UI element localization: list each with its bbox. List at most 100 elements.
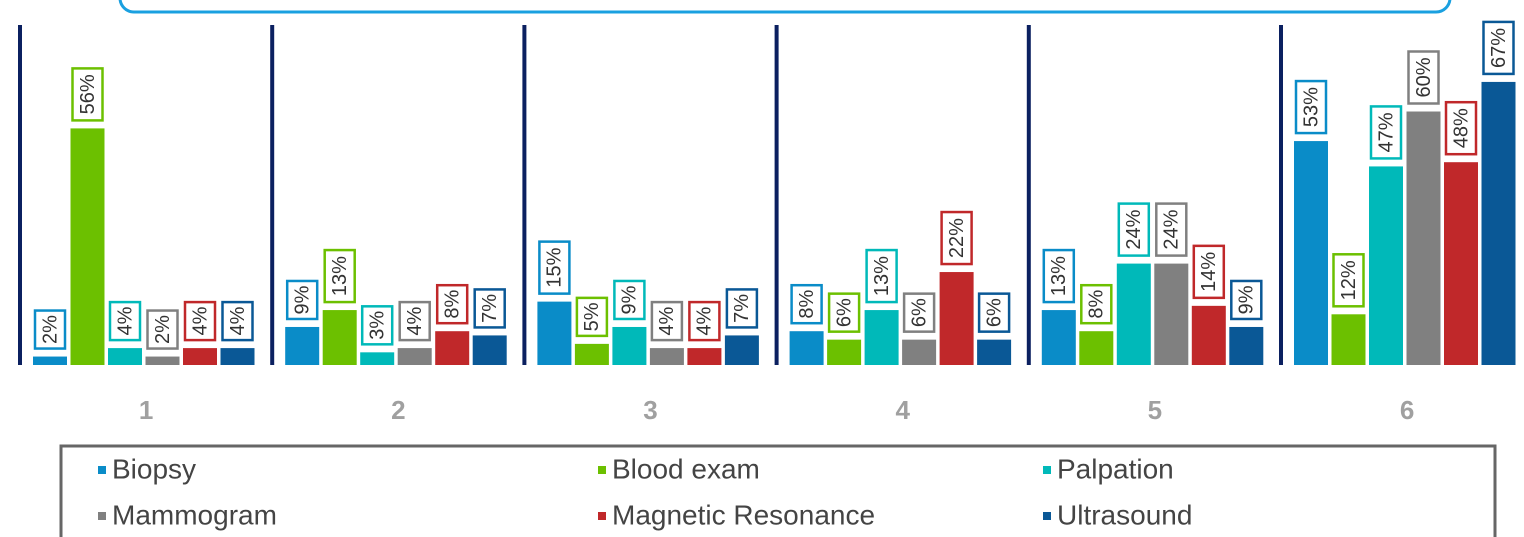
bar — [864, 310, 899, 365]
value-label-box — [1155, 202, 1188, 257]
legend-swatch — [98, 466, 106, 474]
value-label-box — [688, 300, 721, 342]
bar — [724, 335, 759, 365]
bar — [33, 356, 67, 365]
value-label: 13% — [329, 256, 351, 296]
value-label-box — [865, 248, 898, 304]
value-label: 4% — [404, 306, 426, 335]
bar — [322, 310, 357, 365]
value-label: 48% — [1450, 108, 1472, 148]
value-label-box — [183, 300, 217, 342]
x-tick-label: 1 — [139, 395, 153, 425]
value-label: 67% — [1488, 28, 1510, 68]
value-label-box — [1294, 79, 1328, 135]
legend-label: Palpation — [1057, 453, 1174, 484]
bar — [574, 343, 609, 365]
value-label: 2% — [152, 315, 174, 344]
bar — [537, 301, 572, 365]
bar — [397, 348, 432, 365]
bar — [1481, 81, 1516, 366]
value-label: 4% — [114, 306, 136, 335]
bar — [145, 356, 180, 365]
legend-label: Blood exam — [612, 453, 760, 484]
bar — [1041, 310, 1076, 365]
value-label: 47% — [1375, 112, 1397, 152]
value-label-box — [435, 283, 469, 325]
value-label: 13% — [871, 256, 893, 296]
value-label-box — [613, 279, 646, 321]
value-label-box — [1332, 253, 1365, 308]
value-label-box — [146, 309, 179, 350]
value-label: 15% — [544, 247, 566, 287]
value-label-box — [398, 300, 431, 342]
value-label-box — [323, 248, 356, 304]
value-label: 9% — [619, 285, 641, 314]
value-label: 9% — [1236, 285, 1258, 314]
bar — [1444, 162, 1478, 365]
value-label-box — [940, 210, 973, 266]
value-label-box — [650, 300, 684, 342]
value-label: 53% — [1300, 87, 1322, 127]
bar — [649, 348, 684, 365]
value-label: 9% — [291, 285, 313, 314]
value-label: 6% — [983, 298, 1005, 327]
legend-label: Ultrasound — [1057, 499, 1192, 530]
value-label: 8% — [441, 290, 463, 319]
bar — [1369, 166, 1403, 365]
bar — [1154, 263, 1189, 365]
value-label-box — [1192, 244, 1226, 300]
value-label-box — [285, 279, 319, 321]
legend-swatch — [598, 466, 606, 474]
bar — [183, 348, 217, 365]
value-label: 60% — [1413, 57, 1435, 97]
legend-swatch — [1043, 466, 1051, 474]
x-tick-label: 2 — [391, 395, 405, 425]
value-label: 12% — [1338, 260, 1360, 300]
bar — [1191, 305, 1226, 365]
value-label: 3% — [366, 311, 388, 340]
value-label-box — [1407, 50, 1440, 105]
bar — [1079, 331, 1114, 365]
value-label-box — [827, 292, 861, 333]
bar — [285, 326, 320, 365]
bar — [1331, 314, 1366, 365]
value-label: 7% — [731, 294, 753, 323]
value-label-box — [1080, 283, 1113, 325]
bar — [789, 331, 824, 365]
value-label-box — [902, 292, 936, 333]
value-label: 2% — [39, 315, 61, 344]
legend-label: Biopsy — [112, 453, 196, 484]
legend-swatch — [98, 512, 106, 520]
bar — [1294, 141, 1328, 365]
value-label: 4% — [227, 306, 249, 335]
bar — [827, 339, 862, 365]
value-label: 6% — [833, 298, 855, 327]
value-label: 5% — [581, 302, 603, 331]
legend-label: Magnetic Resonance — [612, 499, 875, 530]
bar — [472, 335, 507, 365]
value-label-box — [1117, 202, 1151, 257]
legend-swatch — [598, 512, 606, 520]
bar — [108, 348, 142, 365]
value-label: 7% — [479, 294, 501, 323]
value-label-box — [1230, 279, 1263, 321]
bar — [360, 352, 395, 365]
value-label-box — [538, 240, 571, 295]
bar — [939, 272, 974, 365]
value-label-box — [1444, 100, 1478, 156]
bar — [612, 326, 647, 365]
legend-frame — [59, 444, 1497, 537]
value-label: 4% — [189, 306, 211, 335]
value-label: 14% — [1198, 252, 1220, 292]
value-label-box — [108, 300, 142, 342]
value-label: 4% — [656, 306, 678, 335]
value-label: 22% — [946, 218, 968, 258]
x-tick-label: 6 — [1400, 395, 1414, 425]
value-label: 24% — [1161, 209, 1183, 249]
bar — [70, 128, 105, 365]
bar — [1116, 263, 1151, 365]
bar — [220, 348, 255, 365]
value-label-box — [1042, 248, 1076, 304]
bar — [687, 348, 722, 365]
